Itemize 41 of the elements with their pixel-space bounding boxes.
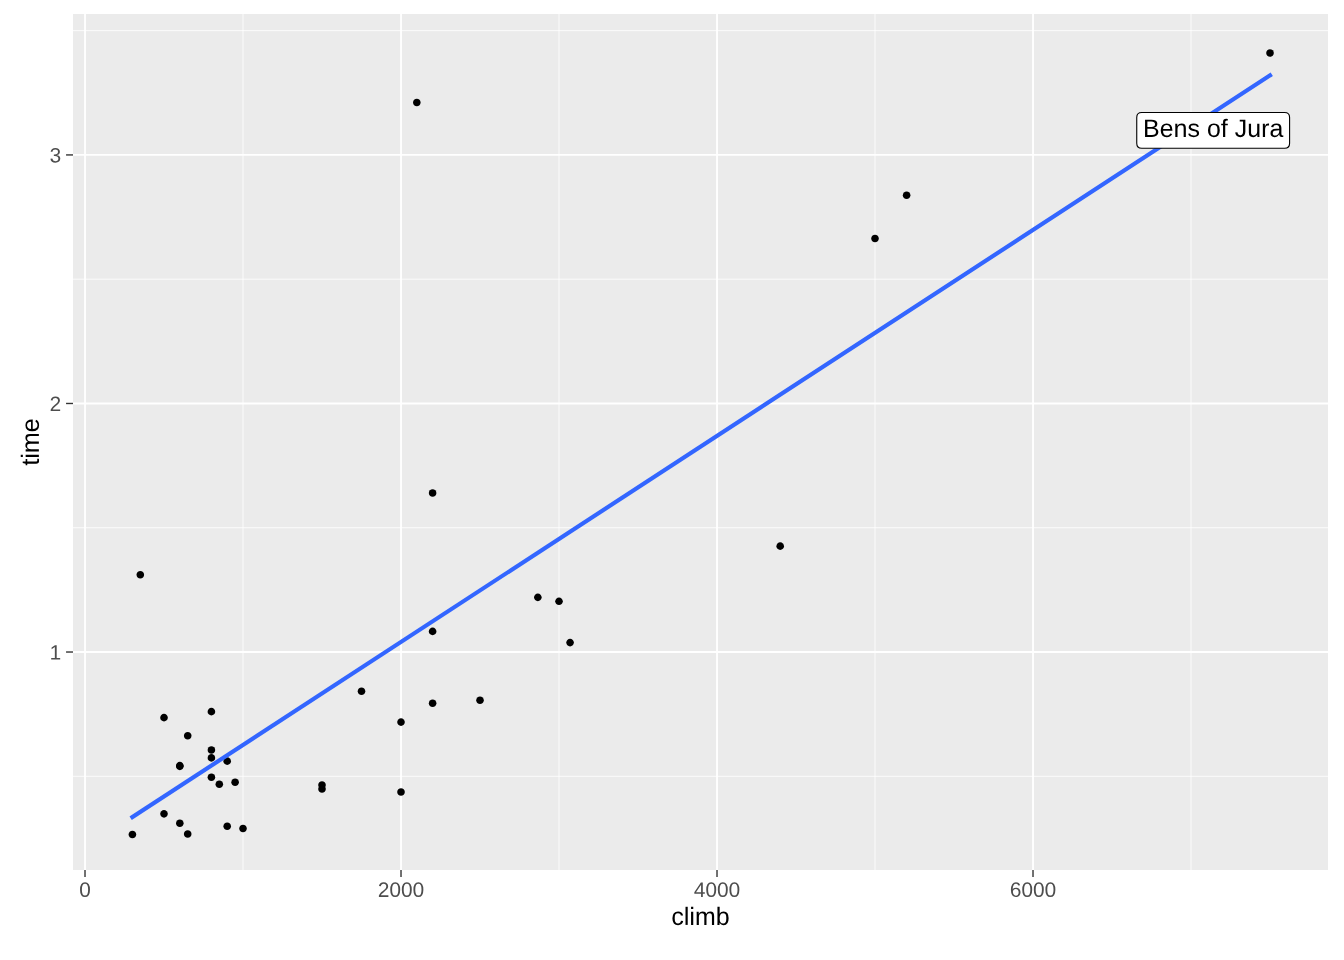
point <box>223 757 232 765</box>
x-tick-label: 6000 <box>1010 882 1056 898</box>
point <box>207 773 216 782</box>
point <box>902 191 911 199</box>
point <box>183 731 192 740</box>
y-tick-label: 3 <box>50 147 61 163</box>
x-tick-label: 4000 <box>694 882 740 898</box>
point <box>183 830 192 838</box>
point <box>1266 49 1274 57</box>
point <box>413 98 421 107</box>
x-tick-label: 2000 <box>378 882 424 898</box>
y-axis-title: time <box>20 419 40 466</box>
point <box>357 687 366 696</box>
point <box>231 778 239 787</box>
point <box>397 718 405 726</box>
point <box>239 824 247 833</box>
point <box>160 810 168 818</box>
point <box>207 746 216 754</box>
point <box>566 638 574 647</box>
point <box>207 754 216 762</box>
point <box>534 593 542 602</box>
point <box>476 696 484 705</box>
point <box>207 707 216 716</box>
point <box>128 830 137 839</box>
point <box>215 780 224 789</box>
point <box>136 570 145 579</box>
x-axis-title: climb <box>672 906 729 926</box>
point <box>555 597 563 606</box>
point <box>428 627 437 636</box>
point <box>397 788 405 796</box>
point <box>428 489 437 497</box>
x-tick-label: 0 <box>80 882 90 898</box>
point <box>223 822 232 831</box>
point <box>160 713 168 722</box>
y-tick-label: 1 <box>51 645 61 660</box>
point <box>871 234 879 243</box>
point <box>176 819 184 828</box>
annotation: Bens of Jura <box>1145 118 1284 138</box>
point <box>776 542 785 550</box>
point <box>428 699 437 708</box>
y-tick-label: 2 <box>50 396 61 412</box>
